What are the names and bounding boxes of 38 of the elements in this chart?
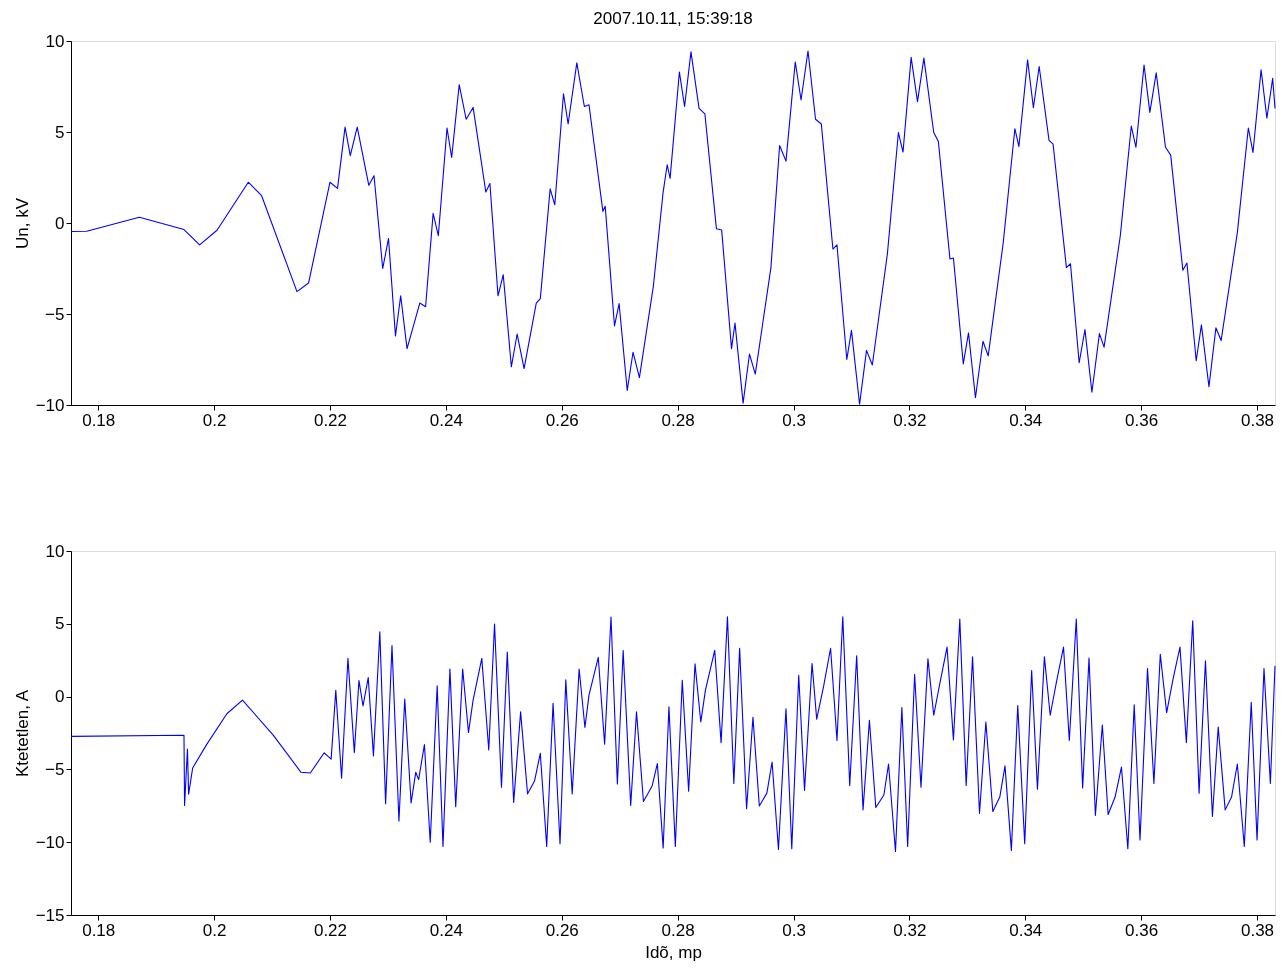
y-tick-label: −15	[35, 905, 65, 925]
y-tick-label: 0	[55, 687, 65, 707]
x-tick-label: 0.36	[1125, 410, 1159, 430]
y-tick-label: −5	[45, 304, 65, 324]
x-tick-label: 0.24	[429, 920, 463, 940]
y-axis-title: Ktetetlen, A	[12, 689, 32, 777]
x-tick-label: 0.3	[782, 410, 806, 430]
x-tick-label: 0.28	[661, 410, 695, 430]
y-tick-label: 5	[55, 122, 65, 142]
y-tick-label: 0	[55, 213, 65, 233]
y-tick-label: 5	[55, 614, 65, 634]
y-tick-label: 10	[45, 541, 65, 561]
x-tick-label: 0.3	[782, 920, 806, 940]
x-tick-label: 0.22	[313, 410, 348, 430]
y-axis-title: Un, kV	[12, 197, 32, 250]
y-tick-label: 10	[45, 31, 65, 51]
x-tick-label: 0.34	[1009, 920, 1043, 940]
x-tick-label: 0.38	[1240, 410, 1275, 430]
x-tick-label: 0.32	[893, 920, 927, 940]
x-tick-label: 0.36	[1125, 920, 1159, 940]
x-tick-label: 0.18	[82, 410, 116, 430]
y-tick-label: −10	[35, 832, 65, 852]
x-tick-label: 0.24	[429, 410, 463, 430]
x-tick-label: 0.26	[545, 920, 579, 940]
x-axis-title: Idõ, mp	[645, 942, 702, 962]
x-tick-label: 0.18	[82, 920, 116, 940]
y-tick-label: −5	[45, 759, 65, 779]
chart-title: 2007.10.11, 15:39:18	[593, 9, 753, 28]
y-tick-label: −10	[35, 395, 65, 415]
x-tick-label: 0.2	[202, 920, 227, 940]
x-tick-label: 0.32	[893, 410, 927, 430]
x-tick-label: 0.22	[313, 920, 348, 940]
x-tick-label: 0.2	[202, 410, 227, 430]
x-tick-label: 0.26	[545, 410, 579, 430]
x-tick-label: 0.28	[661, 920, 695, 940]
x-tick-label: 0.38	[1240, 920, 1275, 940]
line-series	[70, 616, 1276, 853]
x-tick-label: 0.34	[1009, 410, 1043, 430]
